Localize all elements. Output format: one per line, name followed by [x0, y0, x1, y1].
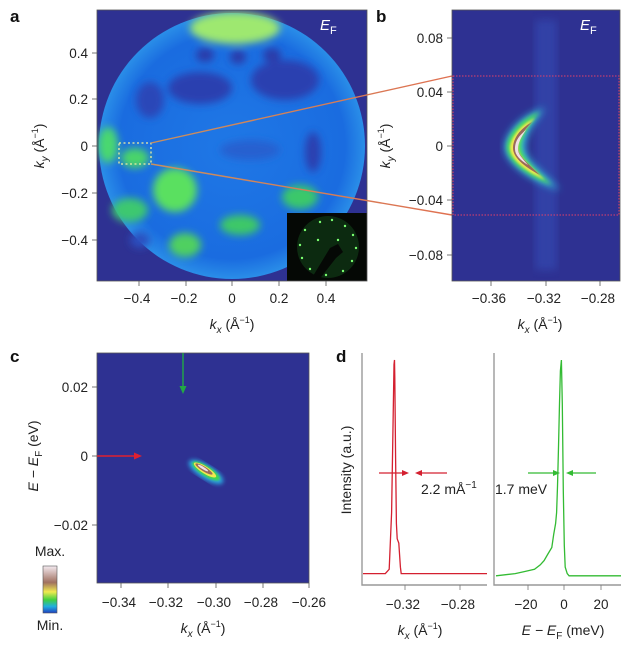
panel-d-ticks: [404, 585, 602, 590]
panel-c-frame: [96, 352, 310, 584]
panel-d: d 2.2 mÅ−1 1.7 meV −0.32: [336, 347, 621, 642]
panel-a-xlabel: kx (Å−1): [210, 315, 255, 336]
panel-b-heatmap: [452, 10, 620, 281]
panel-d-right-xtick: 0: [560, 597, 568, 612]
edc-fwhm-label: 1.7 meV: [495, 481, 548, 497]
panel-c-ytick: 0: [80, 449, 88, 464]
panel-b-ticks: [447, 37, 601, 286]
panel-d-left-xtick: −0.32: [386, 597, 420, 612]
panel-c-ylabel: E − EF (eV): [25, 420, 45, 491]
colorbar-gradient: [42, 565, 58, 614]
panel-d-right-xtick: 20: [593, 597, 608, 612]
zoom-region-box: [118, 142, 152, 165]
panel-a-ef-label: EF: [320, 17, 337, 37]
panel-b-xtick: −0.36: [472, 291, 506, 306]
panel-d-right-xtick: −20: [515, 597, 538, 612]
panel-c-xlabel: kx (Å−1): [181, 619, 226, 640]
panel-a-xtick: −0.4: [124, 291, 151, 306]
panel-d-right-xlabel: E − EF (meV): [522, 622, 605, 642]
colorbar-max-label: Max.: [35, 543, 65, 559]
mdc-curve: [363, 359, 487, 575]
panel-a-xtick: 0.4: [317, 291, 336, 306]
colorbar: Max. Min.: [35, 543, 65, 633]
panel-a-xtick: 0: [228, 291, 236, 306]
fermi-pocket: [505, 108, 560, 190]
panel-b-xlabel: kx (Å−1): [518, 315, 563, 336]
panel-d-left-xtick: −0.28: [441, 597, 475, 612]
panel-a-xtick: −0.2: [171, 291, 198, 306]
highlight-box: [452, 75, 620, 216]
red-arrow: [97, 452, 142, 460]
panel-d-left-xlabel: kx (Å−1): [398, 621, 443, 642]
panel-b-ytick: 0.04: [417, 85, 444, 100]
colorbar-min-label: Min.: [37, 617, 63, 633]
panel-c-label: c: [10, 347, 19, 366]
panel-b-ef-label: EF: [580, 17, 597, 37]
zoom-connector-bottom: [150, 163, 453, 216]
edc-curve: [495, 359, 621, 577]
panel-c: c 0.02: [10, 347, 326, 640]
panel-c-heatmap: [97, 353, 309, 583]
panel-b: b EF 0.08 0.04 0 −0.04: [376, 7, 621, 336]
panel-c-xtick: −0.32: [149, 595, 183, 610]
mdc-fwhm-label: 2.2 mÅ−1: [421, 480, 477, 497]
panel-b-label: b: [376, 7, 386, 26]
panel-a-heatmap: [97, 10, 367, 281]
green-arrow: [179, 353, 187, 394]
mdc-fwhm-arrows: [379, 470, 447, 476]
panel-d-label: d: [336, 347, 346, 366]
panel-d-axes: [361, 353, 621, 586]
panel-c-xtick: −0.34: [102, 595, 137, 610]
panel-a: a: [10, 7, 368, 336]
panel-a-ytick: 0: [80, 139, 88, 154]
zoom-connector-top: [150, 75, 453, 144]
panel-c-ticks: [92, 386, 310, 588]
panel-c-xtick: −0.28: [244, 595, 278, 610]
panel-b-ytick: −0.08: [409, 248, 443, 263]
panel-c-ytick: 0.02: [62, 380, 88, 395]
panel-b-ytick: 0.08: [417, 31, 443, 46]
panel-a-xtick: 0.2: [270, 291, 289, 306]
panel-d-ylabel: Intensity (a.u.): [338, 426, 354, 515]
panel-a-ticks: [92, 52, 327, 286]
panel-b-xtick: −0.32: [527, 291, 561, 306]
panel-a-label: a: [10, 7, 20, 26]
panel-c-ytick: −0.02: [54, 518, 88, 533]
panel-a-ytick: −0.2: [61, 186, 88, 201]
panel-a-ytick: 0.4: [69, 46, 88, 61]
edc-fwhm-arrows: [528, 470, 596, 476]
panel-a-ytick: 0.2: [69, 92, 88, 107]
panel-c-xtick: −0.30: [197, 595, 231, 610]
panel-a-ytick: −0.4: [61, 233, 88, 248]
panel-a-ylabel: ky (Å−1): [30, 124, 51, 169]
leed-inset: [287, 213, 367, 281]
panel-b-xtick: −0.28: [581, 291, 615, 306]
panel-b-frame: [451, 9, 621, 282]
panel-b-ylabel: ky (Å−1): [376, 124, 397, 169]
panel-c-xtick: −0.26: [292, 595, 326, 610]
dispersion-feature: [188, 459, 224, 485]
panel-b-ytick: 0: [435, 139, 443, 154]
panel-b-ytick: −0.04: [409, 193, 444, 208]
